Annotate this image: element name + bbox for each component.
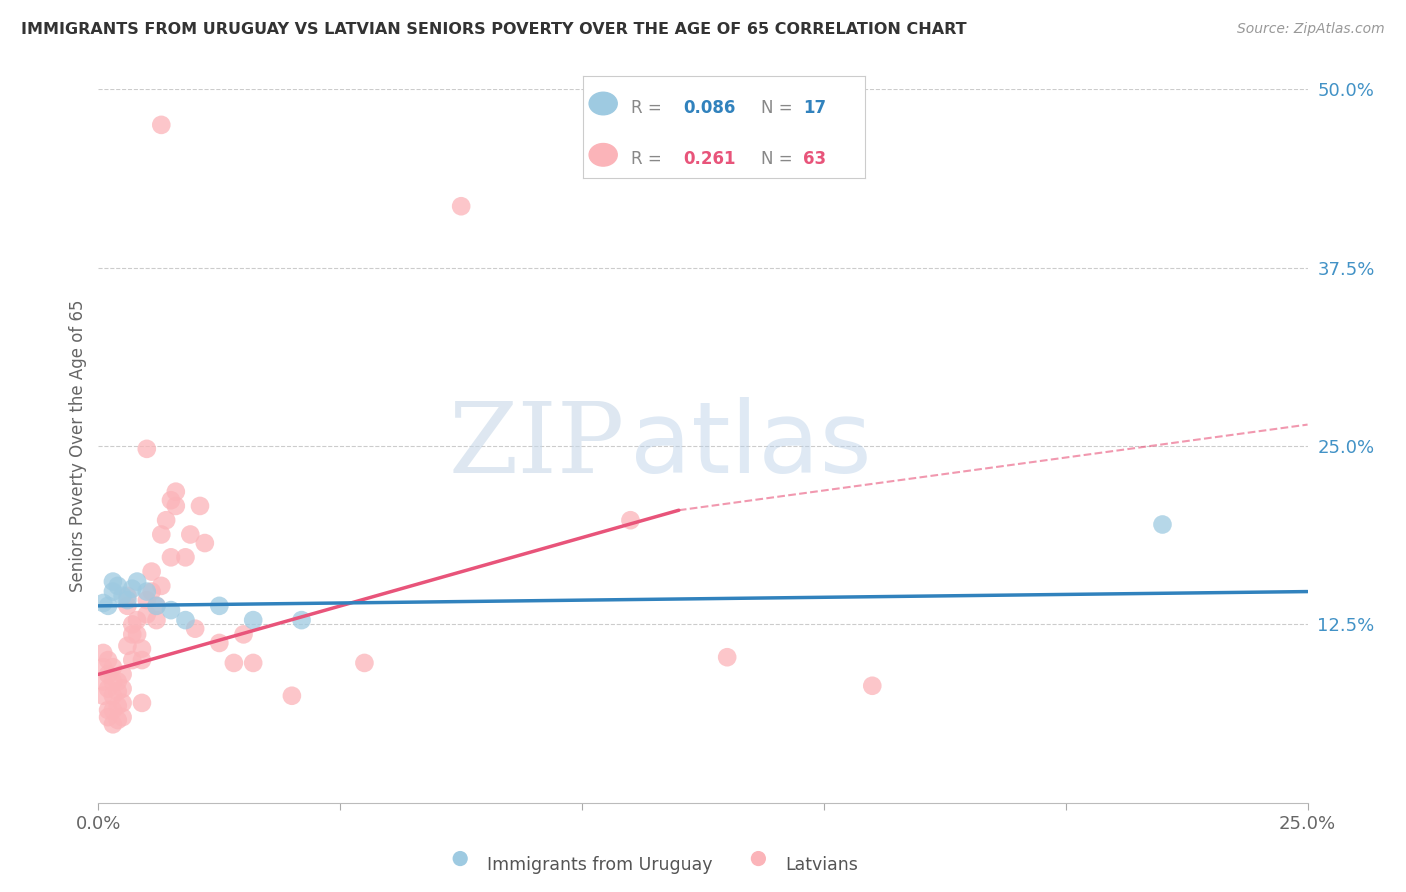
Point (107, 698, 129, 713)
Point (91, 596, 114, 610)
Point (107, 684, 129, 698)
Point (111, 681, 134, 696)
Text: Immigrants from Uruguay: Immigrants from Uruguay (486, 856, 713, 874)
Point (619, 513, 641, 527)
Point (117, 593, 139, 607)
Point (131, 641, 153, 656)
Point (101, 703, 124, 717)
Point (101, 660, 124, 674)
Text: R =: R = (631, 99, 662, 117)
Text: 63: 63 (803, 150, 825, 168)
Point (107, 713, 129, 727)
Point (145, 613, 167, 627)
Point (107, 579, 129, 593)
Text: 0.261: 0.261 (683, 150, 735, 168)
Point (290, 613, 312, 627)
Point (101, 674, 124, 689)
Point (135, 584, 157, 599)
Point (135, 442, 157, 456)
Point (160, 550, 183, 565)
Point (135, 593, 157, 607)
Point (174, 550, 197, 565)
Point (101, 717, 124, 731)
Text: IMMIGRANTS FROM URUGUAY VS LATVIAN SENIORS POVERTY OVER THE AGE OF 65 CORRELATIO: IMMIGRANTS FROM URUGUAY VS LATVIAN SENIO… (21, 22, 967, 37)
Point (121, 582, 143, 596)
Point (101, 584, 124, 599)
Point (353, 656, 375, 670)
Point (242, 613, 264, 627)
Point (101, 574, 124, 589)
Point (117, 639, 139, 653)
Point (155, 513, 177, 527)
Point (127, 627, 149, 641)
Point (135, 607, 157, 622)
Point (127, 574, 149, 589)
Text: R =: R = (631, 150, 662, 168)
Point (111, 667, 134, 681)
Point (150, 118, 173, 132)
Point (188, 499, 211, 513)
Point (716, 650, 738, 665)
Point (107, 674, 129, 689)
Point (160, 493, 183, 508)
Point (97, 710, 120, 724)
Point (111, 589, 134, 603)
Y-axis label: Seniors Poverty Over the Age of 65: Seniors Poverty Over the Age of 65 (69, 300, 87, 592)
Point (150, 579, 173, 593)
Point (208, 599, 231, 613)
Point (141, 565, 163, 579)
Point (145, 599, 167, 613)
Point (121, 653, 143, 667)
Point (449, 851, 471, 865)
Point (91, 689, 114, 703)
Point (91, 660, 114, 674)
Text: ZIP: ZIP (449, 398, 624, 494)
Point (117, 599, 139, 613)
Point (194, 536, 217, 550)
Text: atlas: atlas (630, 398, 872, 494)
Point (97, 653, 120, 667)
Point (184, 622, 207, 636)
Point (165, 484, 187, 499)
Point (1152, 517, 1174, 532)
Point (145, 599, 167, 613)
Point (117, 589, 139, 603)
Point (160, 603, 183, 617)
Ellipse shape (589, 144, 617, 166)
Text: Latvians: Latvians (785, 856, 858, 874)
Point (101, 689, 124, 703)
Text: N =: N = (761, 99, 792, 117)
Point (141, 584, 163, 599)
Point (121, 627, 143, 641)
Point (127, 613, 149, 627)
Point (179, 527, 201, 541)
Point (242, 656, 264, 670)
Point (281, 689, 304, 703)
Point (174, 613, 197, 627)
Point (97, 599, 120, 613)
Point (91, 646, 114, 660)
Point (165, 499, 187, 513)
Point (150, 527, 173, 541)
Point (97, 667, 120, 681)
Point (121, 617, 143, 632)
Point (111, 710, 134, 724)
Point (91, 674, 114, 689)
Point (97, 703, 120, 717)
Point (97, 681, 120, 696)
Text: N =: N = (761, 150, 792, 168)
Text: Source: ZipAtlas.com: Source: ZipAtlas.com (1237, 22, 1385, 37)
Point (450, 199, 472, 213)
Text: 0.086: 0.086 (683, 99, 735, 117)
Point (222, 656, 245, 670)
Point (232, 627, 254, 641)
Point (111, 696, 134, 710)
Point (131, 653, 153, 667)
Text: 17: 17 (803, 99, 825, 117)
Point (747, 851, 769, 865)
Ellipse shape (589, 92, 617, 115)
Point (860, 679, 883, 693)
Point (131, 696, 153, 710)
Point (208, 636, 231, 650)
